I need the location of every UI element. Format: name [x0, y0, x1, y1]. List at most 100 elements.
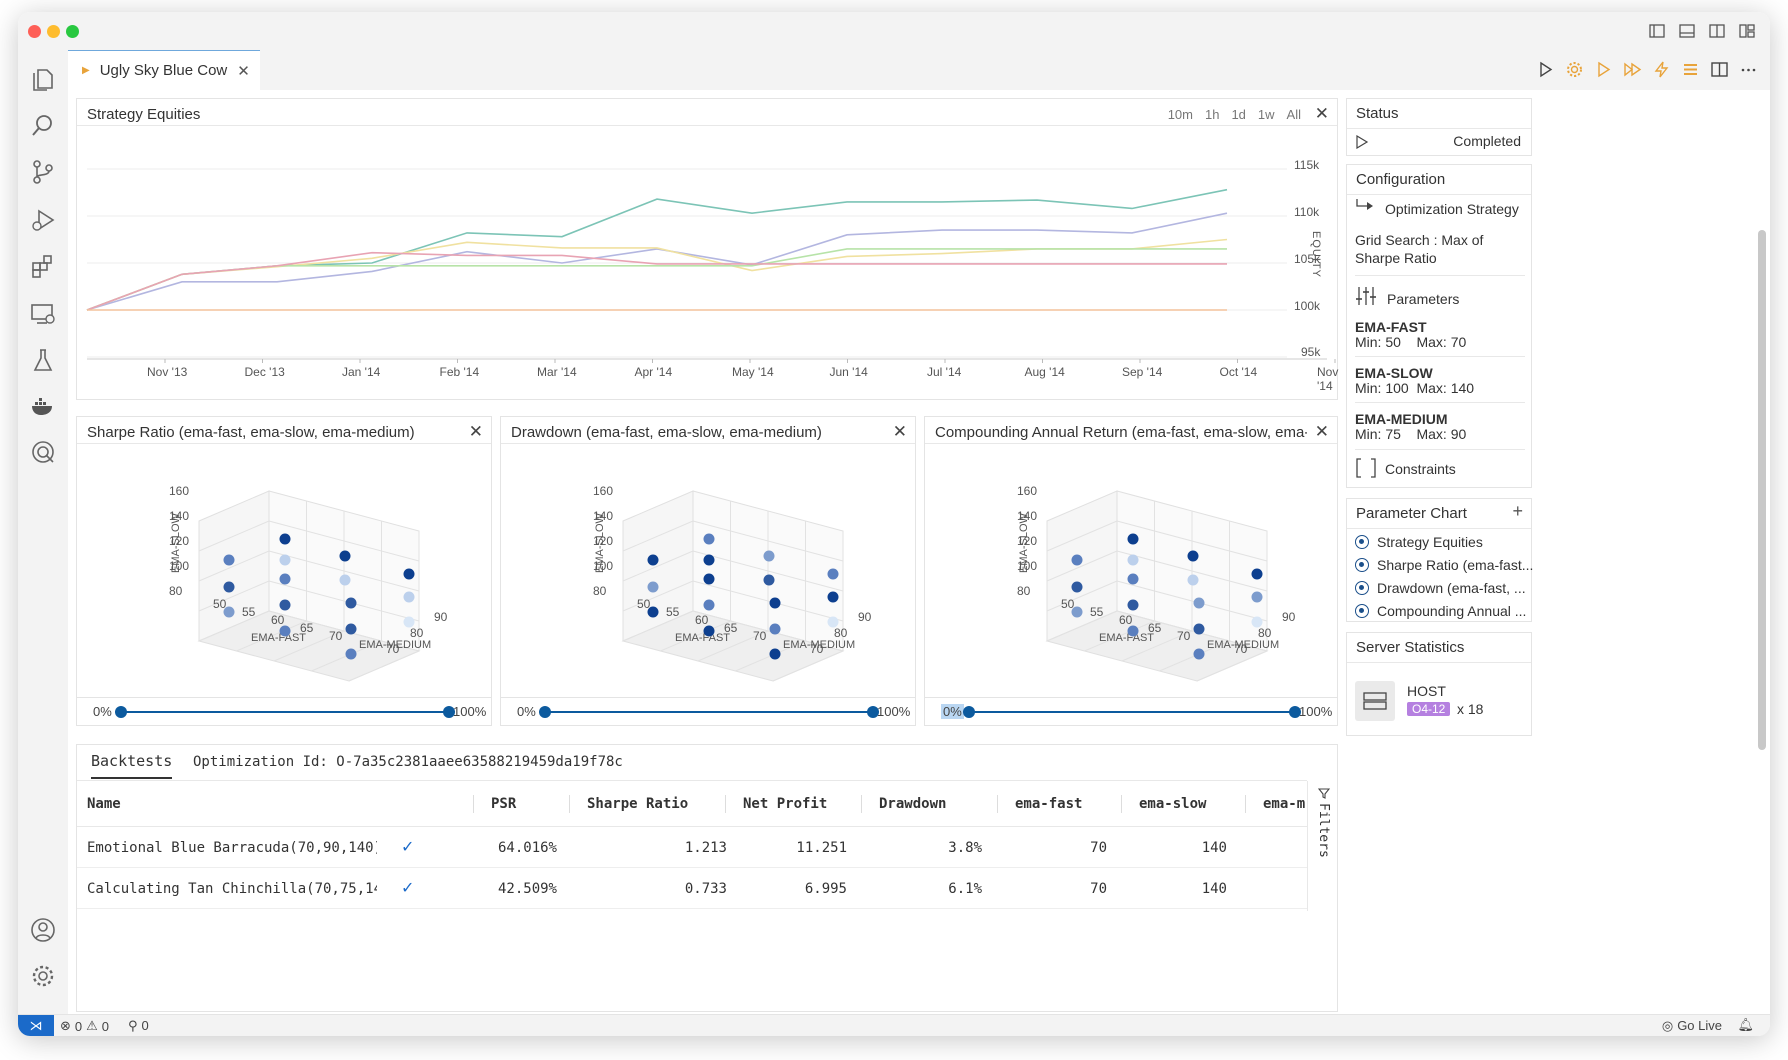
filters-toggle[interactable]: Filters — [1307, 781, 1339, 911]
table-row[interactable]: Calculating Tan Chinchilla(70,75,14… 42.5… — [77, 868, 1307, 909]
scatter-point[interactable] — [1193, 623, 1205, 635]
explorer-icon[interactable] — [29, 64, 57, 92]
slider-max-handle[interactable] — [867, 706, 879, 718]
scatter-point[interactable] — [703, 573, 715, 585]
backtest-icon[interactable] — [1594, 60, 1613, 79]
scatter-point[interactable] — [647, 581, 659, 593]
scatter-point[interactable] — [769, 597, 781, 609]
go-live-button[interactable]: ◎ Go Live — [1662, 1018, 1722, 1034]
column-divider[interactable] — [861, 795, 862, 813]
problems-indicator[interactable]: ⊗ 0 ⚠ 0 — [60, 1018, 109, 1034]
parameter-chart-item[interactable]: Sharpe Ratio (ema-fast... — [1355, 557, 1533, 573]
scatter-point[interactable] — [345, 623, 357, 635]
customize-layout-icon[interactable] — [1738, 22, 1756, 40]
scatter-point[interactable] — [1187, 550, 1199, 562]
column-header[interactable]: ema-slow — [1139, 796, 1207, 812]
notifications-bell-icon[interactable]: 🔔︎ — [1737, 1017, 1754, 1032]
column-header[interactable]: Net Profit — [743, 796, 828, 812]
toggle-secondary-sidebar-icon[interactable] — [1708, 22, 1726, 40]
scatter-point[interactable] — [763, 574, 775, 586]
scatter-point[interactable] — [827, 591, 839, 603]
scatter-panel-close-icon[interactable]: ✕ — [468, 422, 483, 441]
scatter-point[interactable] — [1251, 568, 1263, 580]
column-header[interactable]: Drawdown — [879, 796, 947, 812]
search-icon[interactable] — [29, 112, 57, 140]
range-1w[interactable]: 1w — [1257, 107, 1275, 122]
scatter-point[interactable] — [279, 573, 291, 585]
scatter-point[interactable] — [647, 554, 659, 566]
testing-flask-icon[interactable] — [29, 346, 57, 374]
range-slider[interactable]: 0% 100% — [925, 697, 1337, 725]
scatter-point[interactable] — [769, 648, 781, 660]
column-header[interactable]: Sharpe Ratio — [587, 796, 689, 812]
equity-panel-close-icon[interactable]: ✕ — [1314, 104, 1329, 123]
range-slider[interactable]: 0% 100% — [77, 697, 491, 725]
maximize-window-button[interactable] — [66, 25, 79, 38]
drawdown-3d-scatter[interactable]: 160 140 120 100 80 EMA-SLOW 50 55 60 65 70 EMA-FAST… — [501, 443, 917, 723]
column-divider[interactable] — [1245, 795, 1246, 813]
account-icon[interactable] — [29, 916, 57, 944]
extensions-icon[interactable] — [29, 252, 57, 280]
close-window-button[interactable] — [28, 25, 41, 38]
column-divider[interactable] — [725, 795, 726, 813]
slider-max-handle[interactable] — [1289, 706, 1301, 718]
remote-explorer-icon[interactable] — [29, 300, 57, 328]
parameter-chart-item[interactable]: Compounding Annual ... — [1355, 603, 1526, 619]
column-divider[interactable] — [997, 795, 998, 813]
range-slider[interactable]: 0% 100% — [501, 697, 915, 725]
column-header[interactable]: PSR — [491, 796, 517, 812]
sidebar-scrollbar[interactable] — [1758, 230, 1766, 750]
scatter-point[interactable] — [827, 616, 839, 628]
remote-indicator-icon[interactable]: ⋊ — [18, 1015, 54, 1036]
scatter-panel-close-icon[interactable]: ✕ — [1314, 422, 1329, 441]
scatter-point[interactable] — [1127, 573, 1139, 585]
slider-max-handle[interactable] — [443, 706, 455, 718]
add-chart-icon[interactable]: + — [1512, 501, 1523, 521]
parameter-chart-item[interactable]: Strategy Equities — [1355, 534, 1483, 550]
column-divider[interactable] — [569, 795, 570, 813]
scatter-point[interactable] — [403, 568, 415, 580]
tab-close-icon[interactable]: ✕ — [237, 62, 250, 80]
scatter-point[interactable] — [1127, 554, 1139, 566]
scatter-point[interactable] — [1071, 606, 1083, 618]
ports-indicator[interactable]: ⚲ 0 — [128, 1018, 149, 1034]
scatter-point[interactable] — [223, 606, 235, 618]
minimize-window-button[interactable] — [47, 25, 60, 38]
scatter-point[interactable] — [403, 616, 415, 628]
range-10m[interactable]: 10m — [1167, 107, 1193, 122]
scatter-point[interactable] — [703, 625, 715, 637]
scatter-point[interactable] — [703, 599, 715, 611]
quantconnect-icon[interactable] — [29, 438, 57, 466]
results-list-icon[interactable] — [1681, 60, 1700, 79]
range-1h[interactable]: 1h — [1204, 107, 1220, 122]
scatter-point[interactable] — [1251, 591, 1263, 603]
settings-run-icon[interactable] — [1565, 60, 1584, 79]
scatter-point[interactable] — [279, 554, 291, 566]
scatter-point[interactable] — [1251, 616, 1263, 628]
scatter-point[interactable] — [1127, 533, 1139, 545]
scatter-point[interactable] — [223, 581, 235, 593]
slider-min-handle[interactable] — [539, 706, 551, 718]
scatter-point[interactable] — [647, 606, 659, 618]
column-divider[interactable] — [1121, 795, 1122, 813]
toggle-panel-icon[interactable] — [1678, 22, 1696, 40]
column-divider[interactable] — [473, 795, 474, 813]
scatter-point[interactable] — [703, 554, 715, 566]
scatter-point[interactable] — [1187, 574, 1199, 586]
split-editor-icon[interactable] — [1710, 60, 1729, 79]
optimize-icon[interactable] — [1623, 60, 1642, 79]
scatter-point[interactable] — [1193, 597, 1205, 609]
range-all[interactable]: All — [1286, 107, 1301, 122]
scatter-panel-close-icon[interactable]: ✕ — [892, 422, 907, 441]
scatter-point[interactable] — [1071, 554, 1083, 566]
scatter-point[interactable] — [339, 550, 351, 562]
scatter-point[interactable] — [1127, 599, 1139, 611]
toggle-sidebar-icon[interactable] — [1648, 22, 1666, 40]
scatter-point[interactable] — [279, 599, 291, 611]
source-control-icon[interactable] — [29, 158, 57, 186]
scatter-point[interactable] — [703, 533, 715, 545]
slider-min-handle[interactable] — [115, 706, 127, 718]
backtests-tab[interactable]: Backtests — [91, 745, 173, 779]
scatter-point[interactable] — [827, 568, 839, 580]
range-1d[interactable]: 1d — [1231, 107, 1246, 122]
